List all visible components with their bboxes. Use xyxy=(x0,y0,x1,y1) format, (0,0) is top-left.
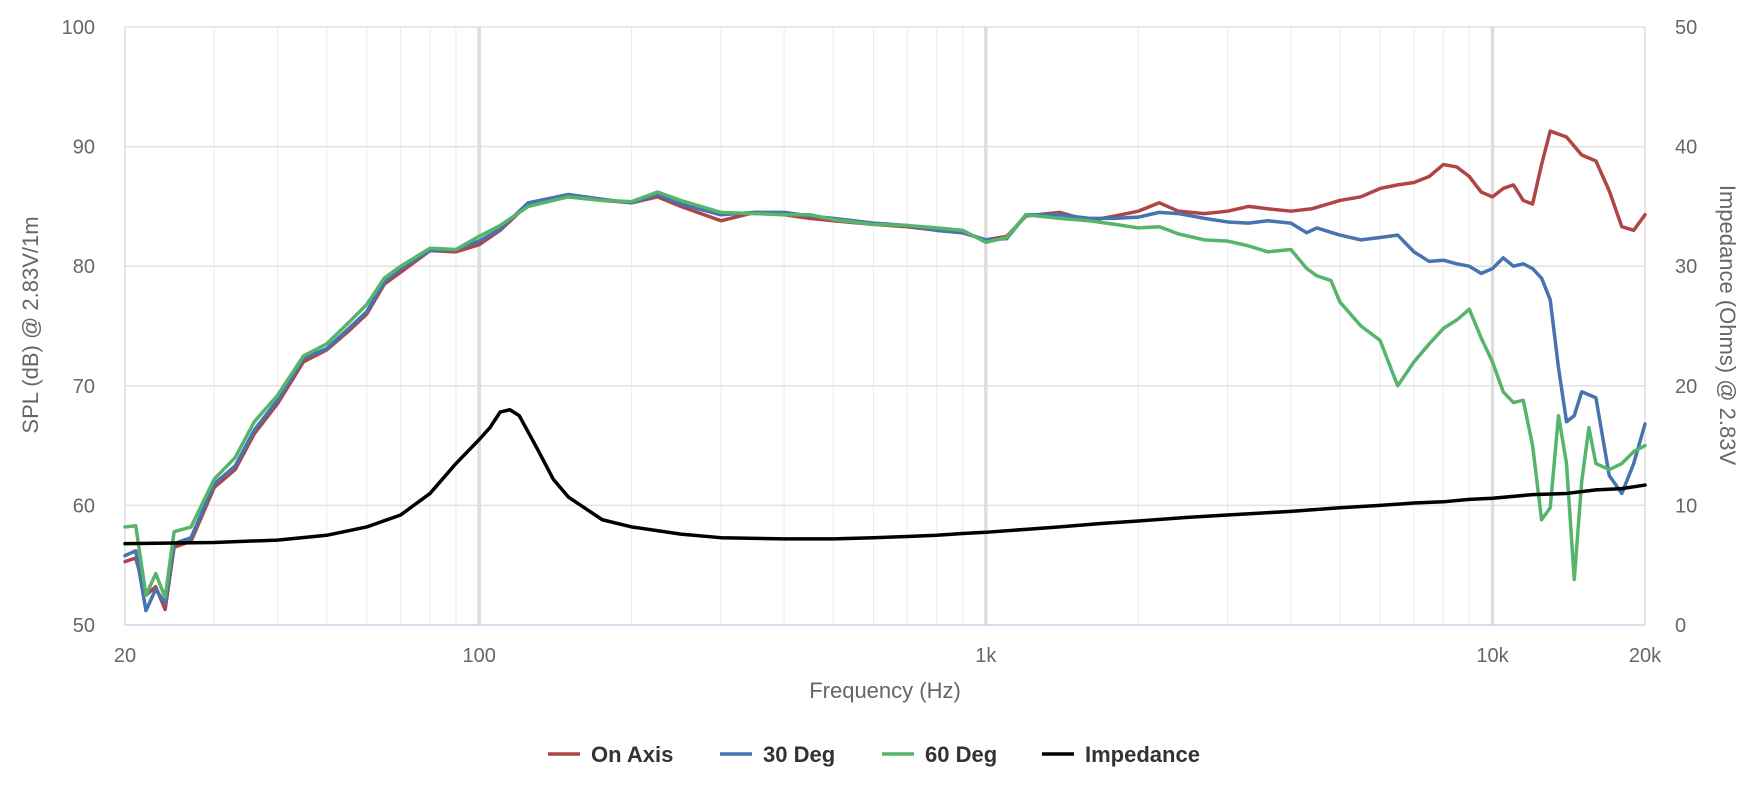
series-lines xyxy=(123,129,1647,613)
legend-label-30-deg: 30 Deg xyxy=(763,742,835,767)
left-axis-ticks: 50 60 70 80 90 100 xyxy=(62,17,95,637)
y-right-tick-label: 20 xyxy=(1675,376,1697,398)
y-left-tick-label: 70 xyxy=(73,376,95,398)
y-left-tick-label: 90 xyxy=(73,137,95,159)
legend-label-impedance: Impedance xyxy=(1085,742,1200,767)
x-axis-ticks: 20 100 1k 10k 20k xyxy=(114,645,1662,667)
y-left-tick-label: 60 xyxy=(73,495,95,517)
right-axis-ticks: 0 10 20 30 40 50 xyxy=(1675,17,1697,637)
series-line-impedance xyxy=(123,407,1647,546)
y-right-tick-label: 40 xyxy=(1675,137,1697,159)
series-line-30-deg xyxy=(123,192,1647,613)
y-right-tick-label: 10 xyxy=(1675,495,1697,517)
legend-label-60-deg: 60 Deg xyxy=(925,742,997,767)
legend: On Axis 30 Deg 60 Deg Impedance xyxy=(548,742,1200,767)
y-left-tick-label: 80 xyxy=(73,256,95,278)
y-right-tick-label: 50 xyxy=(1675,17,1697,39)
x-tick-label: 20 xyxy=(114,645,136,667)
x-tick-label: 20k xyxy=(1629,645,1662,667)
y-left-tick-label: 100 xyxy=(62,17,95,39)
x-tick-label: 1k xyxy=(975,645,997,667)
y-axis-title-right: Impedance (Ohms) @ 2.83V xyxy=(1715,185,1740,466)
legend-label-on-axis: On Axis xyxy=(591,742,673,767)
y-left-tick-label: 50 xyxy=(73,615,95,637)
x-tick-label: 100 xyxy=(462,645,495,667)
y-axis-title-left: SPL (dB) @ 2.83V/1m xyxy=(18,216,43,433)
x-tick-label: 10k xyxy=(1476,645,1509,667)
x-axis-title: Frequency (Hz) xyxy=(809,678,961,703)
y-right-tick-label: 0 xyxy=(1675,615,1686,637)
y-right-tick-label: 30 xyxy=(1675,256,1697,278)
minor-gridlines xyxy=(213,27,1470,625)
series-line-60-deg xyxy=(123,190,1647,600)
